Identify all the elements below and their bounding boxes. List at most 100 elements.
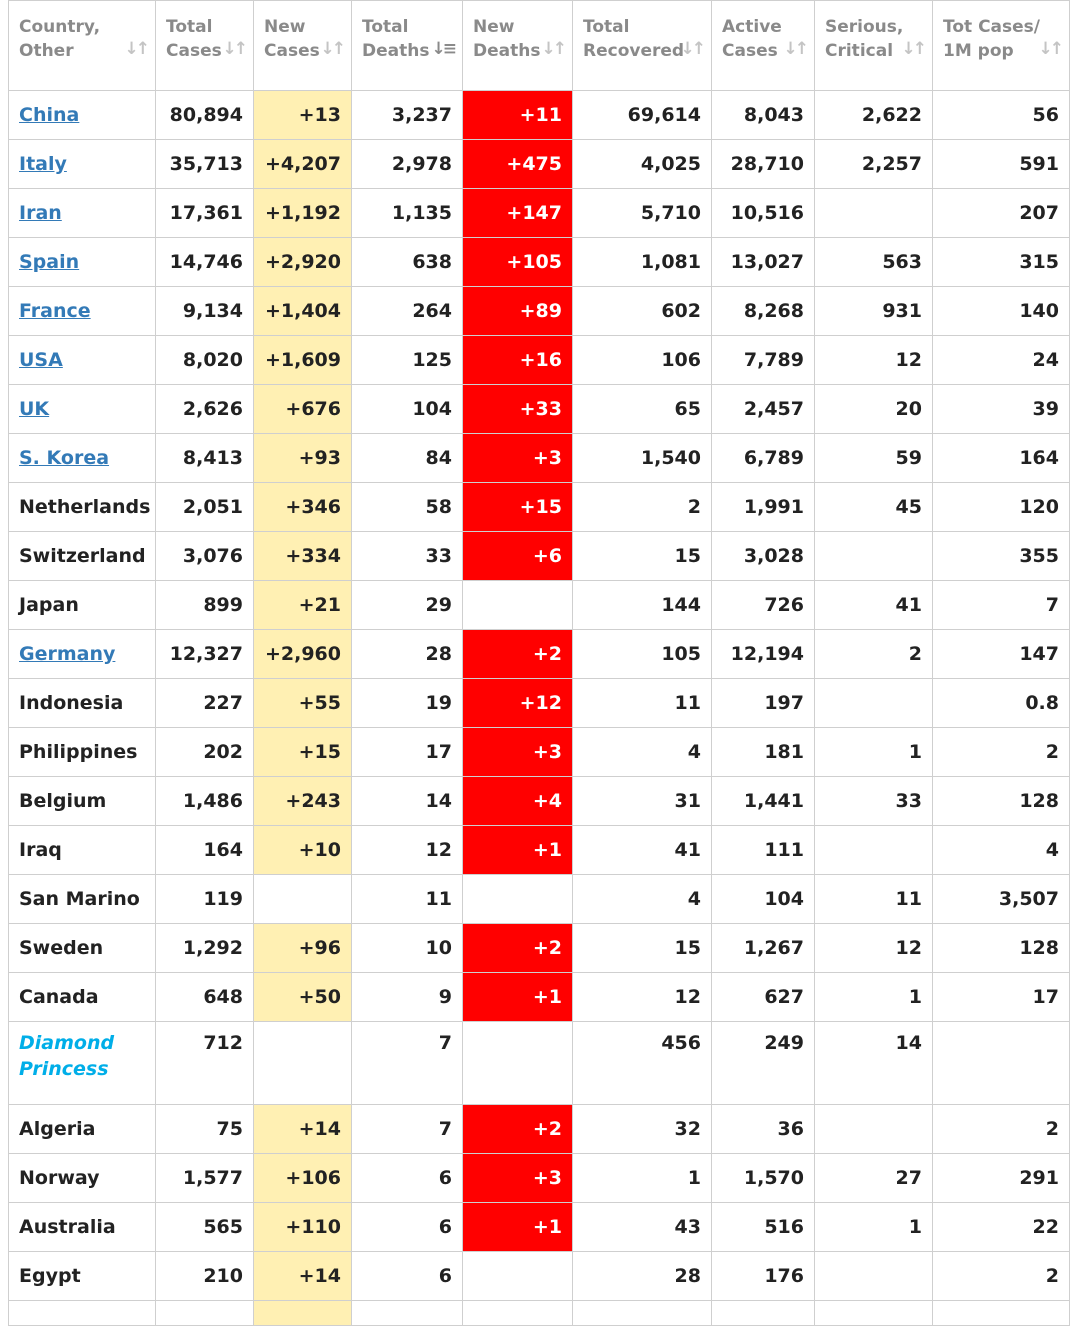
sort-desc-icon[interactable]: ↓≡ <box>431 39 457 59</box>
country-name: San Marino <box>19 888 140 910</box>
header-line: Total <box>166 17 213 37</box>
country-name: Japan <box>19 594 79 616</box>
cell-total-deaths: 1,135 <box>351 188 463 238</box>
cell-total-cases: 35,713 <box>155 139 254 189</box>
cell-active-cases: 28,710 <box>711 139 815 189</box>
cell-new-cases <box>253 1300 352 1326</box>
sort-icon[interactable]: ↓↑ <box>680 39 706 59</box>
table-row: Canada 648 +50 9 +1 12 627 1 17 <box>8 972 1070 1022</box>
cell-active-cases: 197 <box>711 678 815 728</box>
country-link[interactable]: Italy <box>19 153 67 175</box>
table-row: San Marino 119 11 4 104 11 3,507 <box>8 874 1070 924</box>
column-header-total-deaths[interactable]: Total Deaths ↓≡ <box>351 0 463 91</box>
header-line: 1M pop <box>943 41 1014 61</box>
country-link[interactable]: Iran <box>19 202 62 224</box>
sort-icon[interactable]: ↓↑ <box>124 39 150 59</box>
cell-tot-cases-1m: 2 <box>932 1104 1070 1154</box>
cell-total-recovered: 5,710 <box>572 188 712 238</box>
cell-tot-cases-1m: 2 <box>932 1251 1070 1301</box>
header-line: Deaths <box>473 41 541 61</box>
cell-total-deaths: 264 <box>351 286 463 336</box>
sort-icon[interactable]: ↓↑ <box>222 39 248 59</box>
sort-icon[interactable]: ↓↑ <box>320 39 346 59</box>
header-line: Country, <box>19 17 101 37</box>
cell-new-deaths: +1 <box>462 825 573 875</box>
cell-total-recovered: 4 <box>572 874 712 924</box>
cell-tot-cases-1m: 128 <box>932 923 1070 973</box>
sort-icon[interactable]: ↓↑ <box>783 39 809 59</box>
cell-serious-critical <box>814 531 933 581</box>
cell-serious-critical <box>814 1104 933 1154</box>
table-row: Switzerland 3,076 +334 33 +6 15 3,028 355 <box>8 531 1070 581</box>
cell-new-cases: +1,609 <box>253 335 352 385</box>
cell-serious-critical <box>814 678 933 728</box>
country-name: Netherlands <box>19 496 151 518</box>
header-line: Cases <box>166 41 222 61</box>
cell-tot-cases-1m <box>932 1300 1070 1326</box>
cell-country: USA <box>8 335 156 385</box>
cell-active-cases: 726 <box>711 580 815 630</box>
cell-total-deaths: 11 <box>351 874 463 924</box>
header-line: Active <box>722 17 782 37</box>
cell-serious-critical: 931 <box>814 286 933 336</box>
column-header-active-cases[interactable]: Active Cases ↓↑ <box>711 0 815 91</box>
cell-country: Norway <box>8 1153 156 1203</box>
cell-country: Switzerland <box>8 531 156 581</box>
cell-tot-cases-1m: 128 <box>932 776 1070 826</box>
header-line: New <box>473 17 515 37</box>
column-header-new-deaths[interactable]: New Deaths ↓↑ <box>462 0 573 91</box>
country-name: Belgium <box>19 790 107 812</box>
cell-tot-cases-1m: 355 <box>932 531 1070 581</box>
sort-icon[interactable]: ↓↑ <box>1038 39 1064 59</box>
column-header-new-cases[interactable]: New Cases ↓↑ <box>253 0 352 91</box>
cell-total-cases: 227 <box>155 678 254 728</box>
cell-new-deaths: +475 <box>462 139 573 189</box>
header-line: Cases <box>722 41 778 61</box>
cell-active-cases: 1,441 <box>711 776 815 826</box>
cell-active-cases: 7,789 <box>711 335 815 385</box>
cell-total-deaths: 58 <box>351 482 463 532</box>
cell-new-deaths: +11 <box>462 90 573 140</box>
column-header-serious-critical[interactable]: Serious, Critical ↓↑ <box>814 0 933 91</box>
cell-country: Italy <box>8 139 156 189</box>
country-link[interactable]: China <box>19 104 80 126</box>
country-link[interactable]: S. Korea <box>19 447 110 469</box>
cell-total-recovered: 15 <box>572 531 712 581</box>
cell-total-deaths: 6 <box>351 1202 463 1252</box>
column-header-total-recovered[interactable]: Total Recovered ↓↑ <box>572 0 712 91</box>
cell-new-cases: +93 <box>253 433 352 483</box>
column-header-tot-cases-per-1m[interactable]: Tot Cases/ 1M pop ↓↑ <box>932 0 1070 91</box>
cell-total-recovered: 31 <box>572 776 712 826</box>
column-header-total-cases[interactable]: Total Cases ↓↑ <box>155 0 254 91</box>
cell-country: Australia <box>8 1202 156 1252</box>
cell-active-cases: 3,028 <box>711 531 815 581</box>
cell-new-cases: +14 <box>253 1251 352 1301</box>
table-row <box>8 1300 1070 1326</box>
cell-total-deaths: 10 <box>351 923 463 973</box>
country-link[interactable]: USA <box>19 349 63 371</box>
cell-country: Netherlands <box>8 482 156 532</box>
country-link[interactable]: France <box>19 300 91 322</box>
country-link[interactable]: Germany <box>19 643 116 665</box>
country-name: Norway <box>19 1167 100 1189</box>
cell-total-deaths: 104 <box>351 384 463 434</box>
sort-icon[interactable]: ↓↑ <box>901 39 927 59</box>
table-row: Iraq 164 +10 12 +1 41 111 4 <box>8 825 1070 875</box>
cell-new-deaths <box>462 580 573 630</box>
cell-active-cases: 249 <box>711 1021 815 1105</box>
cell-tot-cases-1m: 0.8 <box>932 678 1070 728</box>
cell-serious-critical: 12 <box>814 923 933 973</box>
cell-new-deaths: +105 <box>462 237 573 287</box>
cell-new-cases: +4,207 <box>253 139 352 189</box>
sort-icon[interactable]: ↓↑ <box>541 39 567 59</box>
table-row: Egypt 210 +14 6 28 176 2 <box>8 1251 1070 1301</box>
country-link[interactable]: UK <box>19 398 50 420</box>
cell-active-cases: 181 <box>711 727 815 777</box>
cell-total-recovered: 28 <box>572 1251 712 1301</box>
column-header-country[interactable]: Country, Other ↓↑ <box>8 0 156 91</box>
header-row: Country, Other ↓↑ Total Cases ↓↑ New Cas… <box>8 0 1070 91</box>
cell-tot-cases-1m: 207 <box>932 188 1070 238</box>
cell-new-cases: +10 <box>253 825 352 875</box>
country-link[interactable]: Spain <box>19 251 80 273</box>
country-name: Egypt <box>19 1265 81 1287</box>
